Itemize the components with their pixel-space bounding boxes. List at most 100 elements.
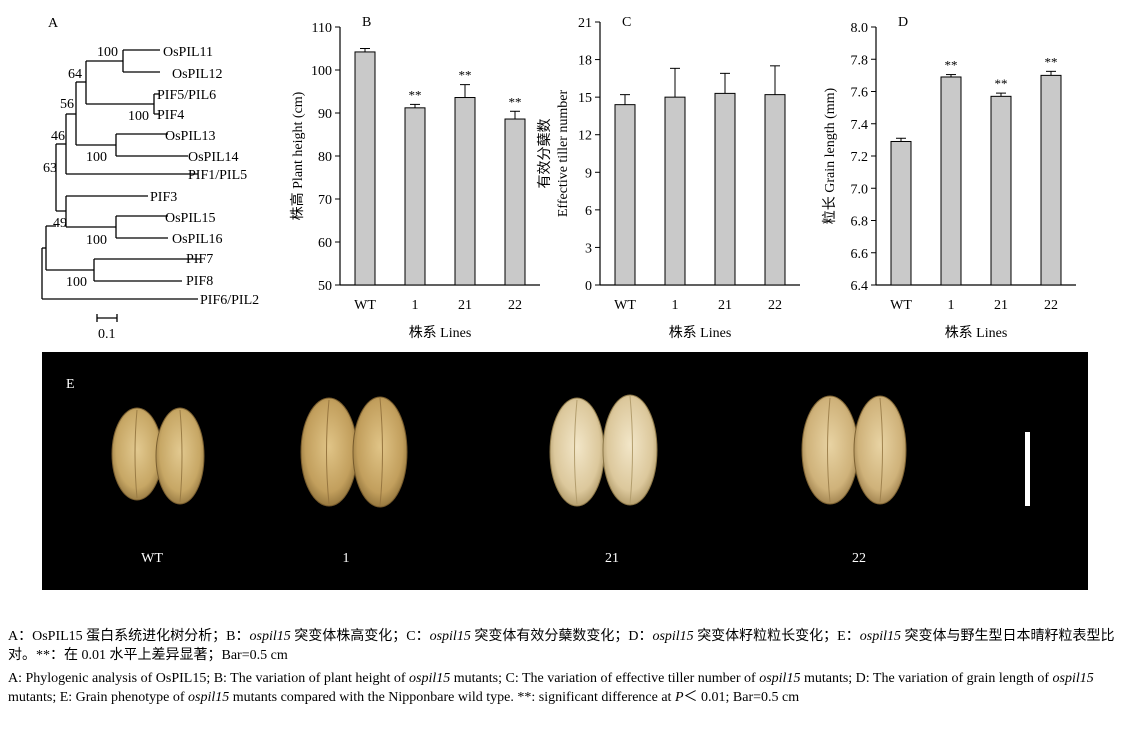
chart-grain-length: D 6.4 6.6 6.8 7.0 7.2 7.4 7.6 7.8 8.0 WT ** 1 ** 21 ** 2… bbox=[822, 15, 1076, 341]
y-axis-title: 有效分蘖数 bbox=[537, 119, 553, 189]
bar bbox=[354, 51, 376, 286]
significance-mark: ** bbox=[409, 87, 422, 102]
caption-text: mutants; E: Grain phenotype of bbox=[8, 690, 189, 705]
y-tick-label: 6 bbox=[585, 204, 592, 219]
tree-taxon-label: PIF1/PIL5 bbox=[188, 168, 247, 183]
y-tick-label: 6.4 bbox=[851, 279, 869, 294]
caption-italic: ospil15 bbox=[429, 629, 471, 644]
tree-taxon-label: OsPIL13 bbox=[165, 129, 216, 144]
panel-label: D bbox=[898, 15, 908, 30]
bootstrap-value: 49 bbox=[53, 216, 67, 231]
tree-taxon-label: OsPIL11 bbox=[163, 45, 213, 60]
x-tick-label: 1 bbox=[412, 298, 419, 313]
x-tick-label: WT bbox=[354, 298, 376, 313]
caption-text: mutants compared with the Nipponbare wil… bbox=[229, 690, 675, 705]
x-tick-label: 22 bbox=[768, 298, 782, 313]
caption-text: ＜ 0.01; Bar=0.5 cm bbox=[683, 690, 800, 705]
x-tick-label: 21 bbox=[458, 298, 472, 313]
grain-pair-22 bbox=[801, 395, 907, 505]
grain-label-wt: WT bbox=[141, 551, 163, 566]
x-tick-label: WT bbox=[890, 298, 912, 313]
tree-labels: A OsPIL11 OsPIL12 PIF5/PIL6 PIF4 OsPIL13… bbox=[43, 16, 259, 342]
y-tick-label: 9 bbox=[585, 166, 592, 181]
grain-pair-wt bbox=[111, 407, 205, 505]
tree-taxon-label: PIF6/PIL2 bbox=[200, 293, 259, 308]
y-tick-label: 7.6 bbox=[851, 86, 869, 101]
bar bbox=[404, 107, 426, 286]
caption-text: 突变体有效分蘖数变化；D： bbox=[470, 629, 653, 644]
bootstrap-value: 56 bbox=[60, 97, 74, 112]
x-tick-label: 21 bbox=[994, 298, 1008, 313]
bar bbox=[940, 76, 962, 286]
panel-label: C bbox=[622, 15, 631, 30]
y-tick-label: 6.8 bbox=[851, 215, 869, 230]
significance-mark: ** bbox=[1045, 54, 1058, 69]
caption-text: 突变体株高变化；C： bbox=[290, 629, 430, 644]
y-tick-label: 110 bbox=[312, 21, 332, 36]
x-axis-title: 株系 Lines bbox=[945, 325, 1008, 341]
y-tick-label: 70 bbox=[318, 193, 332, 208]
chart-plant-height: B 50 60 70 80 90 100 110 WT ** 1 ** 21 ** 22 株系 Lines 株高… bbox=[289, 15, 540, 341]
tree-taxon-label: OsPIL14 bbox=[188, 150, 239, 165]
panel-label: B bbox=[362, 15, 371, 30]
significance-mark: ** bbox=[459, 68, 472, 83]
bootstrap-value: 100 bbox=[128, 109, 149, 124]
bootstrap-value: 100 bbox=[86, 150, 107, 165]
y-tick-label: 12 bbox=[578, 129, 592, 144]
phylogenetic-tree bbox=[41, 49, 200, 322]
bootstrap-value: 100 bbox=[66, 275, 87, 290]
bootstrap-value: 100 bbox=[86, 233, 107, 248]
y-tick-label: 0 bbox=[585, 279, 592, 294]
y-tick-label: 7.2 bbox=[851, 150, 869, 165]
significance-mark: ** bbox=[945, 58, 958, 73]
y-tick-label: 18 bbox=[578, 54, 592, 69]
tree-scale-label: 0.1 bbox=[98, 327, 116, 342]
y-tick-label: 7.0 bbox=[851, 182, 869, 197]
x-tick-label: 21 bbox=[718, 298, 732, 313]
caption-text: mutants; C: The variation of effective t… bbox=[450, 671, 760, 686]
caption-text: 突变体籽粒粒长变化；E： bbox=[693, 629, 860, 644]
y-tick-label: 15 bbox=[578, 91, 592, 106]
y-tick-label: 50 bbox=[318, 279, 332, 294]
tree-taxon-label: PIF5/PIL6 bbox=[157, 88, 216, 103]
figure-charts-area: A OsPIL11 OsPIL12 PIF5/PIL6 PIF4 OsPIL13… bbox=[41, 15, 1076, 342]
grain-label-21: 21 bbox=[605, 551, 619, 566]
bar bbox=[504, 118, 526, 286]
bootstrap-value: 63 bbox=[43, 161, 57, 176]
y-axis-title: Effective tiller number bbox=[556, 90, 571, 218]
bar bbox=[714, 92, 736, 286]
x-tick-label: 22 bbox=[508, 298, 522, 313]
significance-mark: ** bbox=[995, 76, 1008, 91]
y-tick-label: 100 bbox=[311, 64, 332, 79]
tree-taxon-label: PIF4 bbox=[157, 108, 184, 123]
x-tick-label: 1 bbox=[672, 298, 679, 313]
bootstrap-value: 46 bbox=[51, 129, 65, 144]
y-tick-label: 3 bbox=[585, 241, 592, 256]
chart-tiller-number: C 0 3 6 9 12 15 18 21 WT 1 21 22 株系 Lines 有效分蘖数 Effecti… bbox=[537, 15, 800, 341]
tree-taxon-label: PIF7 bbox=[186, 252, 213, 267]
grain-pair-1 bbox=[300, 396, 408, 508]
y-tick-label: 60 bbox=[318, 236, 332, 251]
bootstrap-value: 64 bbox=[68, 67, 82, 82]
bar bbox=[890, 140, 912, 286]
y-tick-label: 7.8 bbox=[851, 53, 869, 68]
caption-italic: ospil15 bbox=[409, 671, 451, 686]
caption-italic: ospil15 bbox=[859, 629, 901, 644]
significance-mark: ** bbox=[509, 94, 522, 109]
x-axis-title: 株系 Lines bbox=[669, 325, 732, 341]
bar bbox=[454, 97, 476, 286]
y-tick-label: 8.0 bbox=[851, 21, 869, 36]
bootstrap-value: 100 bbox=[97, 45, 118, 60]
bar bbox=[614, 104, 636, 286]
caption-text: 突变体与野生型日本晴籽粒表型比对。**：在 0.01 水平上差异显著；Bar=0… bbox=[8, 629, 1115, 663]
x-tick-label: WT bbox=[614, 298, 636, 313]
caption-italic: ospil15 bbox=[652, 629, 694, 644]
grain-pair-21 bbox=[549, 394, 658, 507]
caption-italic: P bbox=[674, 690, 684, 705]
tree-taxon-label: PIF3 bbox=[150, 190, 177, 205]
caption-text: A：OsPIL15 蛋白系统进化树分析；B： bbox=[8, 629, 250, 644]
bar bbox=[990, 95, 1012, 286]
scale-bar bbox=[1025, 432, 1030, 506]
caption-italic: ospil15 bbox=[188, 690, 230, 705]
tree-taxon-label: PIF8 bbox=[186, 274, 213, 289]
